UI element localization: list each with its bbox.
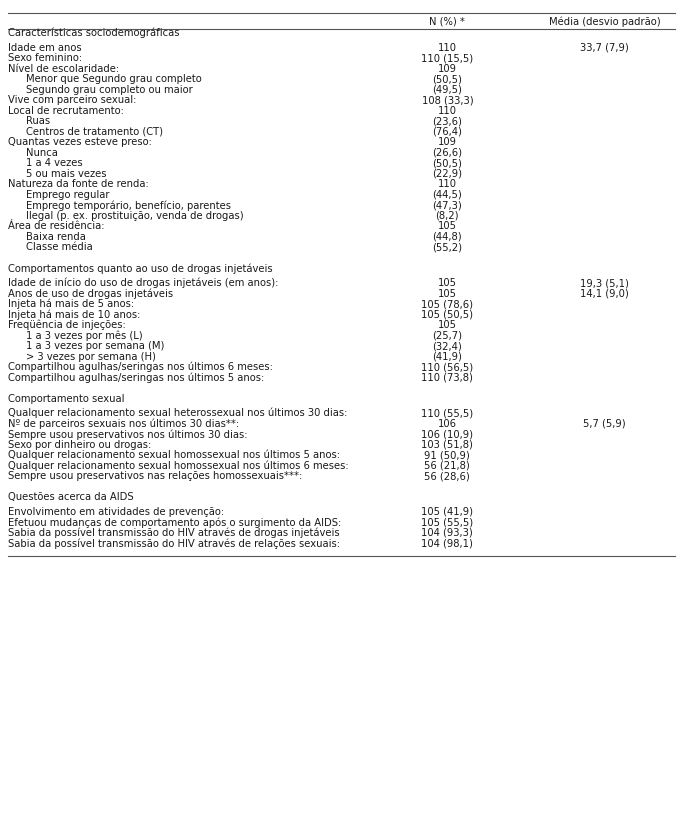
Text: > 3 vezes por semana (H): > 3 vezes por semana (H): [26, 351, 156, 361]
Text: Menor que Segundo grau completo: Menor que Segundo grau completo: [26, 74, 202, 84]
Text: 56 (21,8): 56 (21,8): [425, 460, 470, 470]
Text: 105 (41,9): 105 (41,9): [421, 507, 473, 517]
Text: Idade de início do uso de drogas injetáveis (em anos):: Idade de início do uso de drogas injetáv…: [8, 278, 279, 288]
Text: Sempre usou preservativos nos últimos 30 dias:: Sempre usou preservativos nos últimos 30…: [8, 429, 248, 439]
Text: Segundo grau completo ou maior: Segundo grau completo ou maior: [26, 84, 193, 94]
Text: Ruas: Ruas: [26, 116, 51, 126]
Text: Anos de uso de drogas injetáveis: Anos de uso de drogas injetáveis: [8, 288, 173, 298]
Text: 105 (50,5): 105 (50,5): [421, 309, 473, 319]
Text: Centros de tratamento (CT): Centros de tratamento (CT): [26, 127, 163, 137]
Text: Quantas vezes esteve preso:: Quantas vezes esteve preso:: [8, 137, 152, 147]
Text: 33,7 (7,9): 33,7 (7,9): [580, 43, 629, 53]
Text: 110: 110: [438, 43, 457, 53]
Text: (76,4): (76,4): [432, 127, 462, 137]
Text: Sexo feminino:: Sexo feminino:: [8, 54, 83, 64]
Text: Natureza da fonte de renda:: Natureza da fonte de renda:: [8, 179, 149, 189]
Text: 105: 105: [438, 288, 457, 298]
Text: 108 (33,3): 108 (33,3): [421, 95, 473, 105]
Text: Sabia da possível transmissão do HIV através de drogas injetáveis: Sabia da possível transmissão do HIV atr…: [8, 527, 340, 538]
Text: (50,5): (50,5): [432, 74, 462, 84]
Text: 105: 105: [438, 221, 457, 231]
Text: (8,2): (8,2): [436, 211, 459, 221]
Text: (26,6): (26,6): [432, 148, 462, 158]
Text: Vive com parceiro sexual:: Vive com parceiro sexual:: [8, 95, 137, 105]
Text: Freqüência de injeções:: Freqüência de injeções:: [8, 319, 126, 330]
Text: Efetuou mudanças de comportamento após o surgimento da AIDS:: Efetuou mudanças de comportamento após o…: [8, 517, 342, 527]
Text: (22,9): (22,9): [432, 169, 462, 179]
Text: Emprego regular: Emprego regular: [26, 190, 110, 200]
Text: 1 a 3 vezes por semana (M): 1 a 3 vezes por semana (M): [26, 340, 165, 350]
Text: 105 (78,6): 105 (78,6): [421, 298, 473, 308]
Text: Nº de parceiros sexuais nos últimos 30 dias**:: Nº de parceiros sexuais nos últimos 30 d…: [8, 418, 239, 429]
Text: Média (desvio padrão): Média (desvio padrão): [548, 17, 660, 28]
Text: 106 (10,9): 106 (10,9): [421, 429, 473, 439]
Text: (55,2): (55,2): [432, 242, 462, 252]
Text: Nível de escolaridade:: Nível de escolaridade:: [8, 64, 120, 74]
Text: 5,7 (5,9): 5,7 (5,9): [583, 418, 626, 428]
Text: Idade em anos: Idade em anos: [8, 43, 82, 53]
Text: 103 (51,8): 103 (51,8): [421, 439, 473, 449]
Text: (44,8): (44,8): [432, 232, 462, 242]
Text: Características sociodemográficas: Características sociodemográficas: [8, 28, 180, 38]
Text: 105 (55,5): 105 (55,5): [421, 517, 473, 527]
Text: Local de recrutamento:: Local de recrutamento:: [8, 105, 124, 115]
Text: Injeta há mais de 5 anos:: Injeta há mais de 5 anos:: [8, 298, 135, 309]
Text: Envolvimento em atividades de prevenção:: Envolvimento em atividades de prevenção:: [8, 507, 224, 517]
Text: 105: 105: [438, 278, 457, 288]
Text: (49,5): (49,5): [432, 84, 462, 94]
Text: Ilegal (p. ex. prostituição, venda de drogas): Ilegal (p. ex. prostituição, venda de dr…: [26, 211, 244, 221]
Text: (50,5): (50,5): [432, 158, 462, 168]
Text: 110 (15,5): 110 (15,5): [421, 54, 473, 64]
Text: Sabia da possível transmissão do HIV através de relações sexuais:: Sabia da possível transmissão do HIV atr…: [8, 538, 340, 548]
Text: 1 a 4 vezes: 1 a 4 vezes: [26, 158, 83, 168]
Text: Compartilhou agulhas/seringas nos últimos 6 meses:: Compartilhou agulhas/seringas nos último…: [8, 361, 273, 372]
Text: 1 a 3 vezes por mês (L): 1 a 3 vezes por mês (L): [26, 330, 143, 340]
Text: Área de residência:: Área de residência:: [8, 221, 104, 231]
Text: 110 (56,5): 110 (56,5): [421, 362, 473, 372]
Text: 104 (93,3): 104 (93,3): [421, 528, 473, 538]
Text: Qualquer relacionamento sexual heterossexual nos últimos 30 dias:: Qualquer relacionamento sexual heterosse…: [8, 407, 348, 418]
Text: 109: 109: [438, 64, 457, 74]
Text: 110: 110: [438, 179, 457, 189]
Text: 109: 109: [438, 137, 457, 147]
Text: Classe média: Classe média: [26, 242, 93, 252]
Text: 106: 106: [438, 418, 457, 428]
Text: Sexo por dinheiro ou drogas:: Sexo por dinheiro ou drogas:: [8, 439, 152, 449]
Text: N (%) *: N (%) *: [430, 17, 465, 27]
Text: (23,6): (23,6): [432, 116, 462, 126]
Text: Comportamentos quanto ao uso de drogas injetáveis: Comportamentos quanto ao uso de drogas i…: [8, 263, 273, 273]
Text: Baixa renda: Baixa renda: [26, 232, 86, 242]
Text: 5 ou mais vezes: 5 ou mais vezes: [26, 169, 107, 179]
Text: (32,4): (32,4): [432, 340, 462, 350]
Text: Qualquer relacionamento sexual homossexual nos últimos 5 anos:: Qualquer relacionamento sexual homossexu…: [8, 450, 340, 460]
Text: Questões acerca da AIDS: Questões acerca da AIDS: [8, 492, 134, 502]
Text: 56 (28,6): 56 (28,6): [425, 471, 470, 481]
Text: Compartilhou agulhas/seringas nos últimos 5 anos:: Compartilhou agulhas/seringas nos último…: [8, 372, 264, 382]
Text: 91 (50,9): 91 (50,9): [425, 450, 470, 460]
Text: 14,1 (9,0): 14,1 (9,0): [580, 288, 629, 298]
Text: Qualquer relacionamento sexual homossexual nos últimos 6 meses:: Qualquer relacionamento sexual homossexu…: [8, 460, 349, 471]
Text: 110: 110: [438, 105, 457, 115]
Text: 104 (98,1): 104 (98,1): [421, 538, 473, 548]
Text: (41,9): (41,9): [432, 351, 462, 361]
Text: Nunca: Nunca: [26, 148, 58, 158]
Text: Injeta há mais de 10 anos:: Injeta há mais de 10 anos:: [8, 309, 141, 319]
Text: 19,3 (5,1): 19,3 (5,1): [580, 278, 629, 288]
Text: 105: 105: [438, 319, 457, 329]
Text: (25,7): (25,7): [432, 330, 462, 340]
Text: Emprego temporário, benefício, parentes: Emprego temporário, benefício, parentes: [26, 200, 232, 211]
Text: Comportamento sexual: Comportamento sexual: [8, 393, 125, 403]
Text: Sempre usou preservativos nas relações homossexuais***:: Sempre usou preservativos nas relações h…: [8, 471, 303, 481]
Text: (44,5): (44,5): [432, 190, 462, 200]
Text: (47,3): (47,3): [432, 200, 462, 210]
Text: 110 (55,5): 110 (55,5): [421, 408, 473, 418]
Text: 110 (73,8): 110 (73,8): [421, 372, 473, 382]
